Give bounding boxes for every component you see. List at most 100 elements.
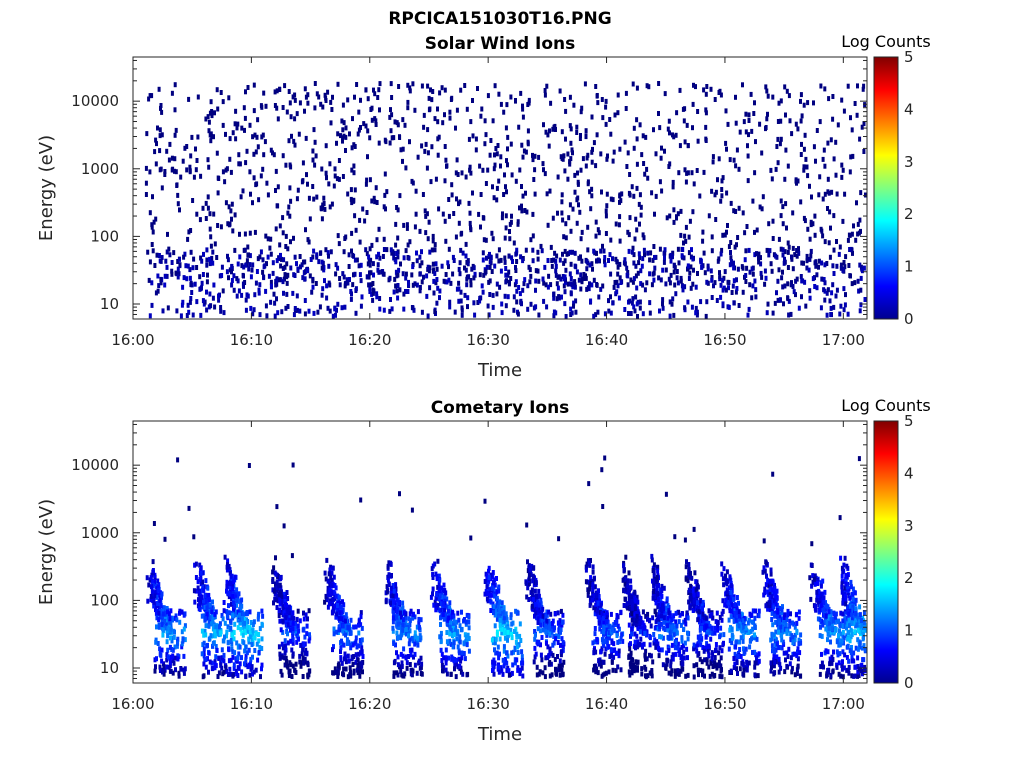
spectrogram-pixel (569, 261, 573, 267)
spectrogram-pixel (563, 168, 567, 174)
spectrogram-pixel (176, 274, 180, 280)
x-tick-label: 16:30 (467, 331, 510, 349)
spectrogram-pixel (284, 233, 288, 239)
spectrogram-pixel (437, 573, 441, 579)
spectrogram-pixel (202, 598, 205, 604)
spectrogram-pixel (455, 286, 459, 292)
spectrogram-pixel (546, 644, 550, 650)
spectrogram-pixel (521, 103, 524, 109)
spectrogram-pixel (228, 666, 232, 672)
spectrogram-pixel (245, 258, 249, 264)
spectrogram-pixel (542, 167, 545, 173)
spectrogram-pixel (341, 671, 344, 677)
spectrogram-pixel (799, 152, 803, 157)
spectrogram-pixel (237, 651, 241, 657)
spectrogram-pixel (841, 218, 845, 224)
spectrogram-pixel (232, 273, 236, 279)
spectrogram-pixel (681, 106, 685, 112)
spectrogram-pixel (358, 239, 362, 245)
spectrogram-pixel (414, 211, 418, 217)
spectrogram-pixel (250, 267, 254, 273)
spectrogram-pixel (279, 590, 283, 596)
spectrogram-pixel (404, 631, 408, 637)
spectrogram-pixel (176, 259, 180, 264)
spectrogram-pixel (761, 194, 765, 200)
spectrogram-pixel (152, 599, 156, 605)
spectrogram-pixel (533, 601, 537, 607)
spectrogram-pixel (805, 265, 809, 271)
spectrogram-pixel (572, 303, 575, 309)
spectrogram-pixel (601, 283, 605, 289)
spectrogram-pixel (218, 621, 222, 627)
spectrogram-pixel (351, 642, 355, 648)
spectrogram-pixel (349, 296, 353, 302)
spectrogram-pixel (466, 295, 470, 301)
spectrogram-pixel (314, 153, 318, 159)
spectrogram-pixel (388, 275, 392, 281)
spectrogram-pixel (390, 589, 394, 594)
spectrogram-pixel (330, 590, 334, 596)
spectrogram-pixel (273, 103, 277, 108)
spectrogram-pixel (826, 140, 830, 146)
spectrogram-pixel (520, 660, 524, 666)
spectrogram-pixel (298, 653, 302, 659)
spectrogram-pixel (859, 275, 863, 281)
spectrogram-pixel (554, 666, 557, 672)
spectrogram-pixel (216, 175, 220, 181)
spectrogram-pixel (766, 111, 769, 117)
spectrogram-pixel (232, 665, 236, 671)
spectrogram-pixel (404, 275, 408, 281)
spectrogram-pixel (857, 288, 861, 294)
spectrogram-pixel (277, 613, 281, 618)
spectrogram-pixel (146, 249, 150, 255)
spectrogram-pixel (266, 254, 270, 260)
spectrogram-pixel (396, 283, 400, 288)
spectrogram-pixel (284, 647, 288, 653)
spectrogram-pixel (258, 282, 262, 288)
spectrogram-pixel (604, 104, 608, 110)
spectrogram-pixel (595, 282, 599, 287)
spectrogram-pixel (500, 310, 504, 316)
spectrogram-pixel (320, 166, 324, 172)
spectrogram-pixel (604, 213, 608, 219)
spectrogram-pixel (690, 247, 693, 253)
spectrogram-pixel (283, 264, 287, 270)
spectrogram-pixel (483, 579, 487, 584)
x-tick-label: 16:10 (230, 331, 273, 349)
spectrogram-pixel (669, 258, 673, 264)
spectrogram-pixel (236, 278, 240, 284)
spectrogram-pixel (445, 163, 449, 169)
spectrogram-pixel (594, 163, 598, 169)
spectrogram-pixel (286, 622, 290, 628)
spectrogram-pixel (281, 607, 285, 613)
spectrogram-pixel (620, 191, 624, 197)
spectrogram-pixel (406, 242, 410, 248)
spectrogram-pixel (837, 251, 841, 257)
spectrogram-pixel (305, 623, 309, 629)
spectrogram-pixel (235, 602, 239, 608)
spectrogram-pixel (150, 302, 154, 308)
spectrogram-pixel (600, 673, 604, 679)
spectrogram-pixel (533, 606, 537, 612)
spectrogram-pixel (315, 252, 319, 258)
spectrogram-pixel (618, 639, 622, 645)
spectrogram-pixel (166, 305, 170, 311)
spectrogram-pixel (147, 277, 151, 283)
spectrogram-pixel (201, 604, 205, 610)
spectrogram-pixel (770, 176, 774, 182)
spectrogram-pixel (230, 641, 234, 647)
spectrogram-pixel (231, 673, 235, 679)
spectrogram-pixel (425, 293, 429, 299)
spectrogram-pixel (245, 650, 249, 656)
spectrogram-pixel (257, 197, 261, 203)
spectrogram-pixel (260, 134, 264, 140)
spectrogram-pixel (787, 312, 791, 318)
spectrogram-pixel (561, 612, 565, 618)
spectrogram-pixel (657, 275, 661, 281)
spectrogram-pixel (715, 298, 719, 303)
spectrogram-pixel (401, 271, 405, 277)
spectrogram-pixel (471, 98, 474, 103)
spectrogram-pixel (499, 257, 503, 263)
spectrogram-pixel (629, 277, 633, 283)
spectrogram-pixel (242, 283, 245, 289)
